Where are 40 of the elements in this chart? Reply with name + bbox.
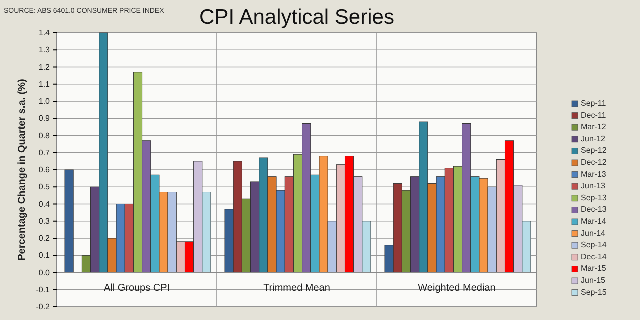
legend-label: Sep-11 <box>581 99 607 108</box>
x-tick-label: Weighted Median <box>418 282 496 294</box>
x-tick-label: Trimmed Mean <box>264 282 330 294</box>
legend-label: Mar-15 <box>581 264 607 274</box>
legend-label: Jun-12 <box>581 134 606 144</box>
y-tick-label: 0.3 <box>38 216 51 226</box>
y-tick-label: 0.8 <box>38 131 51 140</box>
chart-title: CPI Analytical Series <box>200 6 394 29</box>
legend-label: Dec-14 <box>581 252 608 262</box>
x-tick-label: All Groups CPI <box>104 282 170 294</box>
legend-label: Mar-14 <box>581 217 607 226</box>
legend-label: Mar-12 <box>581 122 607 132</box>
y-tick-label: 0.6 <box>38 166 51 175</box>
legend-label: Sep-13 <box>581 193 608 202</box>
y-tick-label: 0.5 <box>38 182 51 192</box>
y-tick-label: 1.4 <box>38 28 51 38</box>
y-tick-label: 1.1 <box>38 80 51 89</box>
y-tick-label: -0.2 <box>36 302 51 312</box>
y-tick-label: 1.0 <box>38 97 51 106</box>
y-tick-label: 1.3 <box>38 46 51 55</box>
legend-label: Dec-11 <box>581 110 607 120</box>
y-tick-label: 0.7 <box>38 148 51 158</box>
y-tick-label: 0.9 <box>38 114 51 124</box>
legend-label: Mar-13 <box>581 170 607 179</box>
legend-label: Jun-14 <box>581 228 606 238</box>
legend-label: Jun-13 <box>581 182 606 191</box>
legend-label: Sep-15 <box>581 288 608 297</box>
y-tick-label: 1.2 <box>38 62 51 72</box>
legend-label: Jun-15 <box>581 276 606 285</box>
y-tick-label: -0.1 <box>36 285 51 294</box>
y-tick-label: 0.0 <box>38 268 51 278</box>
legend-label: Sep-14 <box>581 240 608 250</box>
legend-label: Sep-12 <box>581 146 608 156</box>
y-tick-label: 0.2 <box>38 234 51 244</box>
legend-label: Dec-13 <box>581 205 608 214</box>
legend-label: Dec-12 <box>581 158 608 167</box>
y-tick-label: 0.4 <box>38 200 51 209</box>
bar <box>64 170 74 273</box>
y-tick-label: 0.1 <box>38 251 51 260</box>
y-axis-title: Percentage Change in Quarter s.a. (%) <box>17 79 28 261</box>
